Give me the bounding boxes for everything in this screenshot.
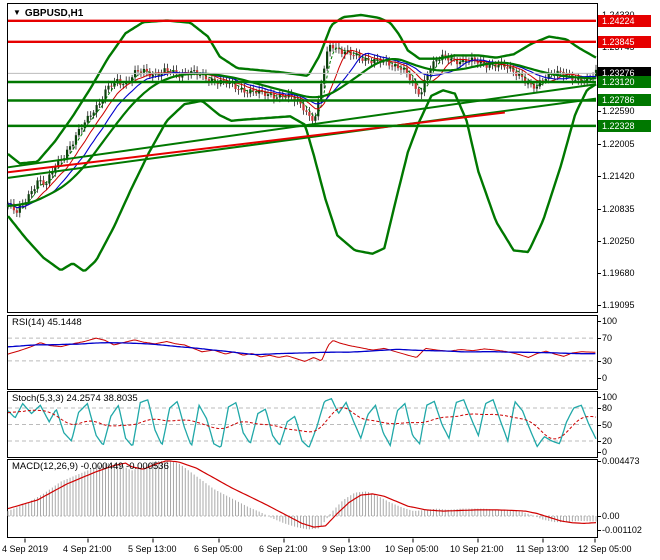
macd-tick-label: 0.004473 [598,456,640,466]
macd-tick-label: -0.001102 [598,524,642,535]
price-tick-label: 1.22590 [598,106,635,117]
time-tick-label: 4 Sep 2019 [2,544,49,554]
price-tick-label: 1.20250 [598,235,635,246]
time-tick-label: 9 Sep 13:00 [322,544,371,554]
stoch-tick-label: 80 [597,403,613,413]
macd-panel[interactable]: MACD(12,26,9) -0.000449 -0.000536 [7,459,598,538]
price-tick-label: 1.20835 [598,203,635,214]
stoch-tick-label: 20 [597,436,613,446]
time-tick-label: 12 Sep 05:00 [578,544,632,554]
chevron-down-icon: ▼ [13,8,21,17]
time-tick-label: 6 Sep 21:00 [259,544,308,554]
stochastic-panel[interactable]: Stoch(5,3,3) 24.2574 38.8035 [7,391,598,458]
resistance-price-badge: 1.23845 [598,35,651,48]
support-price-badge: 1.22328 [598,119,651,132]
stoch-tick-label: 50 [597,419,613,430]
price-tick-label: 1.19095 [598,299,635,310]
time-tick-label: 4 Sep 21:00 [63,544,112,554]
time-axis[interactable]: 4 Sep 2019 4 Sep 21:00 5 Sep 13:00 6 Sep 05… [0,538,660,560]
rsi-tick-label: 30 [597,355,613,366]
price-axis[interactable]: 1.243301.237451.225901.220051.214201.208… [597,0,660,560]
price-tick-label: 1.22005 [598,138,635,149]
rsi-label: RSI(14) 45.1448 [12,317,82,328]
rsi-tick-label: 70 [597,333,613,344]
rsi-tick-label: 0 [597,373,608,383]
rsi-tick-label: 100 [597,316,618,326]
stochastic-label: Stoch(5,3,3) 24.2574 38.8035 [12,393,138,404]
support-price-badge: 1.23120 [598,75,651,88]
stoch-tick-label: 0 [597,447,608,457]
time-tick-label: 5 Sep 13:00 [128,544,177,554]
price-tick-label: 1.19680 [598,267,635,278]
time-tick-label: 6 Sep 05:00 [194,544,243,554]
macd-tick-label: 0.00 [598,511,620,521]
time-tick-label: 10 Sep 05:00 [385,544,439,554]
symbol-label[interactable]: ▼ GBPUSD,H1 [13,8,83,19]
main-chart-panel[interactable]: ▼ GBPUSD,H1 [7,3,598,313]
time-tick-label: 11 Sep 13:00 [516,544,569,554]
stoch-tick-label: 100 [597,392,618,402]
symbol-text: GBPUSD,H1 [24,8,84,19]
resistance-price-badge: 1.24224 [598,14,651,27]
macd-label: MACD(12,26,9) -0.000449 -0.000536 [12,461,169,472]
rsi-panel[interactable]: RSI(14) 45.1448 [7,315,598,390]
price-tick-label: 1.21420 [598,171,635,182]
time-tick-label: 10 Sep 21:00 [450,544,504,554]
support-price-badge: 1.22786 [598,94,651,107]
